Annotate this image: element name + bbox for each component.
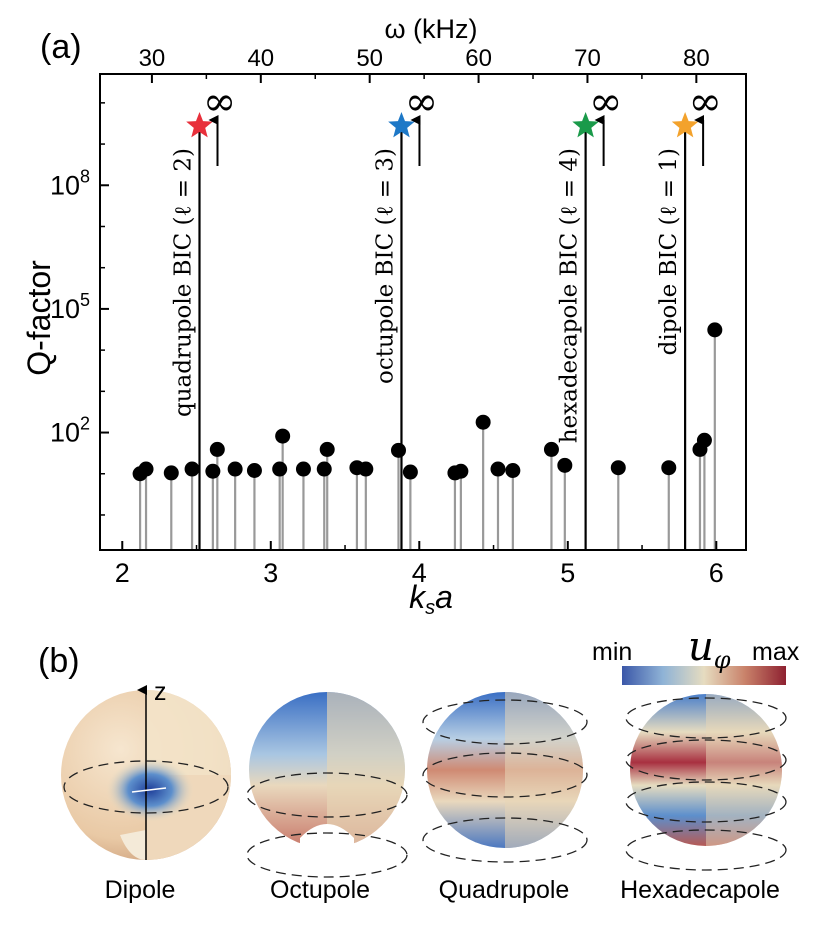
x-axis-label: ksa — [409, 579, 453, 619]
data-point-20 — [490, 461, 506, 477]
data-point-9 — [275, 428, 291, 444]
data-point-5 — [209, 441, 225, 457]
colorbar: min max uφ — [592, 624, 800, 685]
data-point-27 — [696, 432, 712, 448]
bic-infinity-0: ∞ — [203, 79, 236, 125]
data-point-3 — [184, 461, 200, 477]
bic-label-2: hexadecapole BIC (ℓ = 4) — [557, 148, 583, 443]
bic-label-3: dipole BIC (ℓ = 1) — [656, 148, 682, 355]
bic-label-1: octupole BIC (ℓ = 3) — [372, 148, 398, 384]
bic-star-1 — [388, 112, 415, 138]
caption-quadrupole: Quadrupole — [438, 876, 570, 904]
sphere-dipole: z — [61, 678, 231, 860]
data-point-6 — [227, 461, 243, 477]
colorbar-min-label: min — [592, 638, 632, 666]
z-axis-label: z — [154, 678, 167, 706]
y-tick-label-2: 108 — [50, 166, 90, 200]
bic-star-3 — [671, 112, 699, 138]
sphere-quadrupole — [422, 692, 588, 863]
caption-hexadecapole: Hexadecapole — [620, 876, 780, 904]
caption-octupole: Octupole — [269, 876, 371, 904]
bic-lines — [198, 126, 687, 550]
bic-infinity-3: ∞ — [688, 79, 721, 125]
data-point-19 — [475, 414, 491, 430]
data-point-7 — [246, 462, 262, 478]
data-point-18 — [453, 463, 469, 479]
plot-frame — [99, 73, 747, 551]
data-point-22 — [543, 441, 559, 457]
bic-infinity-2: ∞ — [589, 79, 622, 125]
dipole-white-arrow — [131, 787, 167, 793]
data-point-24 — [610, 460, 626, 476]
y-tick-label-1: 105 — [50, 290, 90, 324]
data-point-15 — [390, 442, 406, 458]
data-point-28 — [707, 322, 723, 338]
data-point-11 — [316, 461, 332, 477]
bic-star-0 — [186, 112, 213, 138]
bic-infinity-1: ∞ — [405, 79, 438, 125]
top-axis-label: ω (kHz) — [384, 14, 477, 44]
caption-dipole: Dipole — [104, 876, 176, 904]
sphere-hexadecapole — [625, 694, 787, 871]
colorbar-max-label: max — [752, 638, 800, 666]
x-tick-label-3: 5 — [560, 558, 575, 588]
panel-a-label: (a) — [40, 28, 82, 66]
x-tick-label-2: 4 — [412, 558, 427, 588]
data-point-1 — [138, 461, 154, 477]
data-point-8 — [272, 461, 288, 477]
y-tick-label-0: 102 — [50, 414, 90, 448]
data-point-14 — [358, 461, 374, 477]
colorbar-symbol: uφ — [688, 624, 731, 674]
top-tick-label-1: 40 — [247, 45, 274, 72]
y-axis-label: Q-factor — [21, 260, 57, 376]
top-tick-label-5: 80 — [683, 45, 710, 72]
bic-label-0: quadrupole BIC (ℓ = 2) — [170, 148, 196, 417]
top-tick-label-0: 30 — [139, 45, 166, 72]
bic-markers: ∞ quadrupole BIC (ℓ = 2) ∞ octupole BIC (ℓ … — [170, 79, 721, 443]
data-point-23 — [557, 457, 573, 473]
data-point-25 — [661, 460, 677, 476]
data-point-10 — [295, 461, 311, 477]
top-tick-label-2: 50 — [356, 45, 383, 72]
data-points — [132, 322, 723, 482]
top-tick-label-3: 60 — [465, 45, 492, 72]
data-point-2 — [163, 465, 179, 481]
x-tick-label-4: 6 — [709, 558, 724, 588]
data-point-4 — [205, 463, 221, 479]
x-tick-label-0: 2 — [115, 558, 130, 588]
panel-b-label: (b) — [38, 642, 80, 680]
data-point-12 — [319, 441, 335, 457]
data-point-16 — [402, 464, 418, 480]
sphere-octupole — [246, 692, 408, 878]
stem-lines — [138, 329, 716, 550]
top-tick-label-4: 70 — [574, 45, 601, 72]
colorbar-gradient — [622, 666, 786, 685]
x-tick-label-1: 3 — [263, 558, 278, 588]
dipole-loop — [63, 760, 229, 814]
data-point-21 — [505, 462, 521, 478]
axes: 2 3 4 5 6 30 40 50 60 70 80 102 105 108 — [50, 45, 747, 588]
bic-star-2 — [572, 112, 599, 138]
